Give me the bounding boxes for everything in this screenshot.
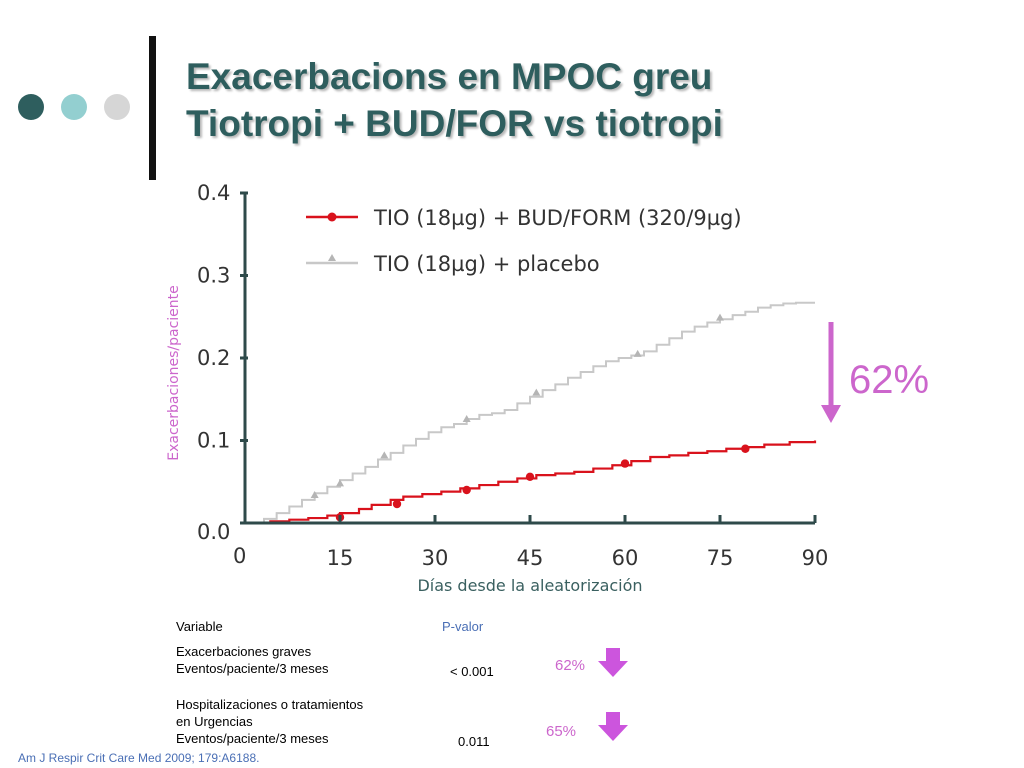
bullet-dot-icon	[61, 94, 87, 120]
bullet-dot-icon	[18, 94, 44, 120]
series-2-marker	[380, 451, 389, 459]
y-tick-label: 0.4	[197, 181, 230, 205]
table-row-2-line-3: Eventos/paciente/3 meses	[176, 731, 329, 746]
table-row-2-line-1: Hospitalizaciones o tratamientos	[176, 697, 364, 712]
slide-title-line-2: Tiotropi + BUD/FOR vs tiotropi	[186, 103, 723, 144]
table-header-variable: Variable	[176, 619, 223, 634]
table-row-1-pvalue: < 0.001	[450, 664, 494, 679]
x-axis-title: Días desde la aleatorización	[417, 576, 642, 595]
legend-label: TIO (18µg) + placebo	[373, 252, 600, 276]
x-tick-label: 15	[327, 546, 354, 570]
table-row-2-line-2: en Urgencias	[176, 714, 253, 729]
table-row-1-line-2: Eventos/paciente/3 meses	[176, 661, 329, 676]
series-2-marker	[310, 490, 319, 498]
x-tick-label: 0	[233, 544, 246, 568]
x-tick-label: 90	[802, 546, 829, 570]
series-1-marker	[525, 472, 535, 481]
bullet-dot-icon	[104, 94, 130, 120]
table-row-1-line-1: Exacerbaciones graves	[176, 644, 312, 659]
x-tick-label: 75	[707, 546, 734, 570]
x-tick-label: 45	[517, 546, 544, 570]
y-axis-title: Exacerbaciones/paciente	[166, 285, 182, 461]
series-1-marker	[462, 485, 471, 495]
series-2-marker	[716, 313, 724, 321]
series-2-marker	[633, 349, 642, 357]
y-tick-label: 0.3	[197, 264, 230, 288]
table-row-2-reduction: 65%	[546, 723, 577, 740]
slide-title-line-1: Exacerbacions en MPOC greu	[186, 56, 713, 97]
series-1-marker	[741, 444, 750, 453]
table-row-1-reduction: 62%	[555, 657, 586, 674]
title-divider	[149, 36, 156, 180]
series-1-marker	[392, 499, 402, 509]
series-line-2	[251, 301, 815, 524]
citation: Am J Respir Crit Care Med 2009; 179:A618…	[18, 751, 260, 765]
y-tick-label: 0.2	[197, 346, 230, 370]
legend-swatch-marker	[328, 254, 336, 261]
series-line-1	[251, 440, 817, 525]
y-tick-label: 0.1	[197, 429, 230, 453]
series-1-marker	[620, 459, 630, 468]
x-tick-label: 30	[422, 546, 449, 570]
series-2-marker	[462, 415, 471, 423]
y-tick-label: 0.0	[197, 520, 230, 544]
reduction-arrow-head	[821, 405, 841, 423]
legend-label: TIO (18µg) + BUD/FORM (320/9µg)	[373, 206, 742, 230]
x-tick-label: 60	[612, 546, 639, 570]
down-arrow-icon	[598, 712, 628, 741]
table-row-2-pvalue: 0.011	[458, 734, 490, 749]
legend-swatch-marker	[327, 212, 337, 222]
reduction-annotation: 62%	[849, 358, 929, 402]
down-arrow-icon	[598, 648, 628, 677]
series-2-marker	[336, 479, 344, 487]
series-2-marker	[532, 388, 541, 396]
table-header-pvalue: P-valor	[442, 619, 484, 634]
